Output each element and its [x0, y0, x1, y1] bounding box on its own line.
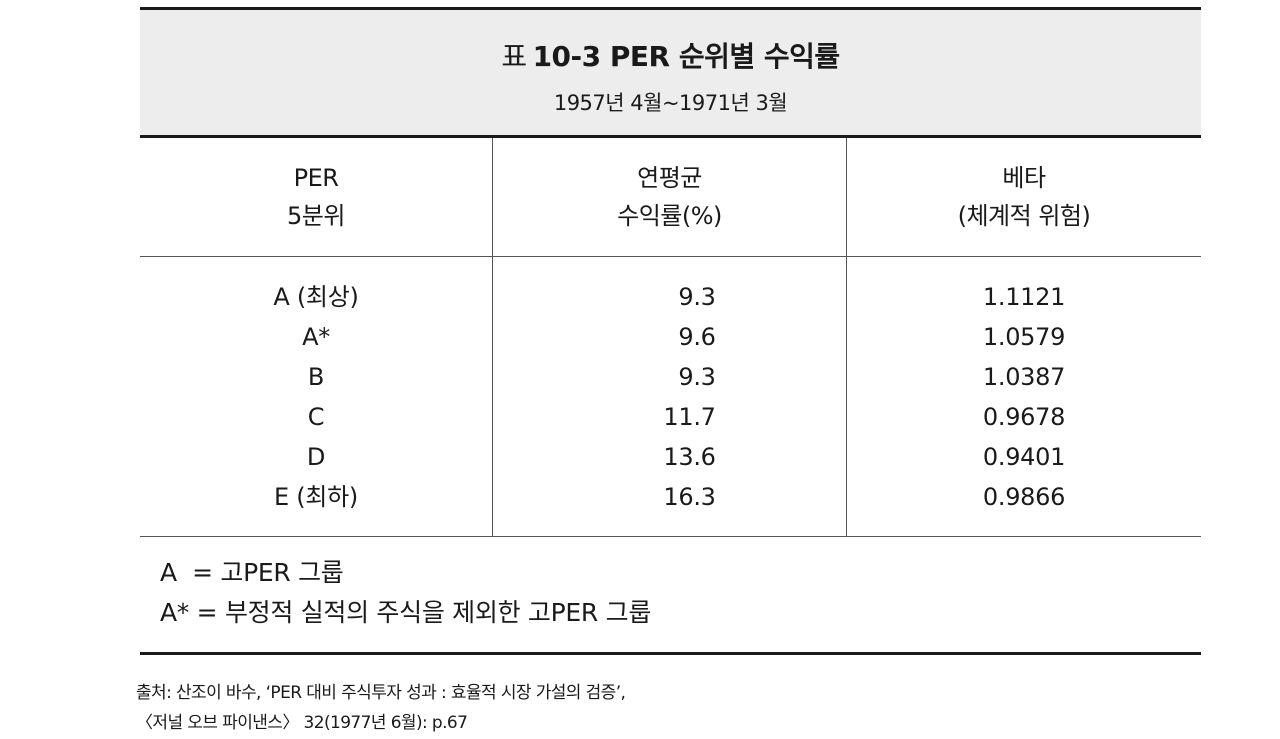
- quintile-cell: A (최상): [273, 283, 359, 311]
- quintile-cell: A*: [302, 323, 330, 351]
- note-line: A = 고PER 그룹: [160, 558, 344, 587]
- return-cell: 13.6: [663, 443, 716, 471]
- return-cell: 16.3: [663, 483, 716, 511]
- source-line-1: 출처: 산조이 바수, ‘PER 대비 주식투자 성과 : 효율적 시장 가설의…: [136, 683, 626, 703]
- beta-cell: 1.0387: [982, 363, 1066, 391]
- table-title-text: 10-3 PER 순위별 수익률: [532, 40, 841, 73]
- column-quintile: A (최상) A* B C D E (최하): [140, 257, 493, 537]
- header-quintile-line2: 5분위: [287, 202, 345, 230]
- quintile-cell: D: [306, 443, 326, 471]
- table-title: 표 10-3 PER 순위별 수익률: [140, 10, 1201, 75]
- header-beta-line1: 베타: [1002, 164, 1046, 192]
- header-quintile-line1: PER: [293, 164, 339, 192]
- table-notes: A = 고PER 그룹 A* = 부정적 실적의 주식을 제외한 고PER 그룹: [140, 537, 1201, 655]
- header-quintile: PER 5분위: [140, 138, 493, 257]
- note-line: A* = 부정적 실적의 주식을 제외한 고PER 그룹: [160, 598, 652, 627]
- header-return-line1: 연평균: [637, 164, 702, 192]
- beta-cell: 0.9678: [982, 403, 1066, 431]
- beta-cell: 1.0579: [982, 323, 1066, 351]
- return-cell: 9.6: [678, 323, 716, 351]
- header-annual-return: 연평균 수익률(%): [493, 138, 847, 257]
- header-beta-line2: (체계적 위험): [957, 202, 1091, 230]
- header-return-line2: 수익률(%): [617, 202, 722, 230]
- return-cell: 9.3: [678, 283, 716, 311]
- source-line-2: 〈저널 오브 파이낸스〉 32(1977년 6월): p.67: [136, 713, 468, 733]
- quintile-cell: E (최하): [274, 483, 358, 511]
- return-cell: 9.3: [678, 363, 716, 391]
- source-citation: 출처: 산조이 바수, ‘PER 대비 주식투자 성과 : 효율적 시장 가설의…: [136, 678, 626, 738]
- per-quintile-table: 표 10-3 PER 순위별 수익률 1957년 4월~1971년 3월 PER …: [140, 7, 1201, 655]
- table-title-block: 표 10-3 PER 순위별 수익률 1957년 4월~1971년 3월: [140, 10, 1201, 138]
- table-grid: PER 5분위 연평균 수익률(%) 베타 (체계적 위험) A (최상) A*…: [140, 138, 1201, 537]
- return-cell: 11.7: [663, 403, 716, 431]
- column-annual-return: 9.3 9.6 9.3 11.7 13.6 16.3: [493, 257, 847, 537]
- column-beta: 1.1121 1.0579 1.0387 0.9678 0.9401 0.986…: [847, 257, 1201, 537]
- beta-cell: 0.9866: [982, 483, 1066, 511]
- beta-cell: 1.1121: [982, 283, 1066, 311]
- header-beta: 베타 (체계적 위험): [847, 138, 1201, 257]
- beta-cell: 0.9401: [982, 443, 1066, 471]
- quintile-cell: C: [307, 403, 325, 431]
- table-title-prefix: 표: [501, 40, 527, 73]
- table-subtitle: 1957년 4월~1971년 3월: [553, 91, 788, 115]
- quintile-cell: B: [307, 363, 325, 391]
